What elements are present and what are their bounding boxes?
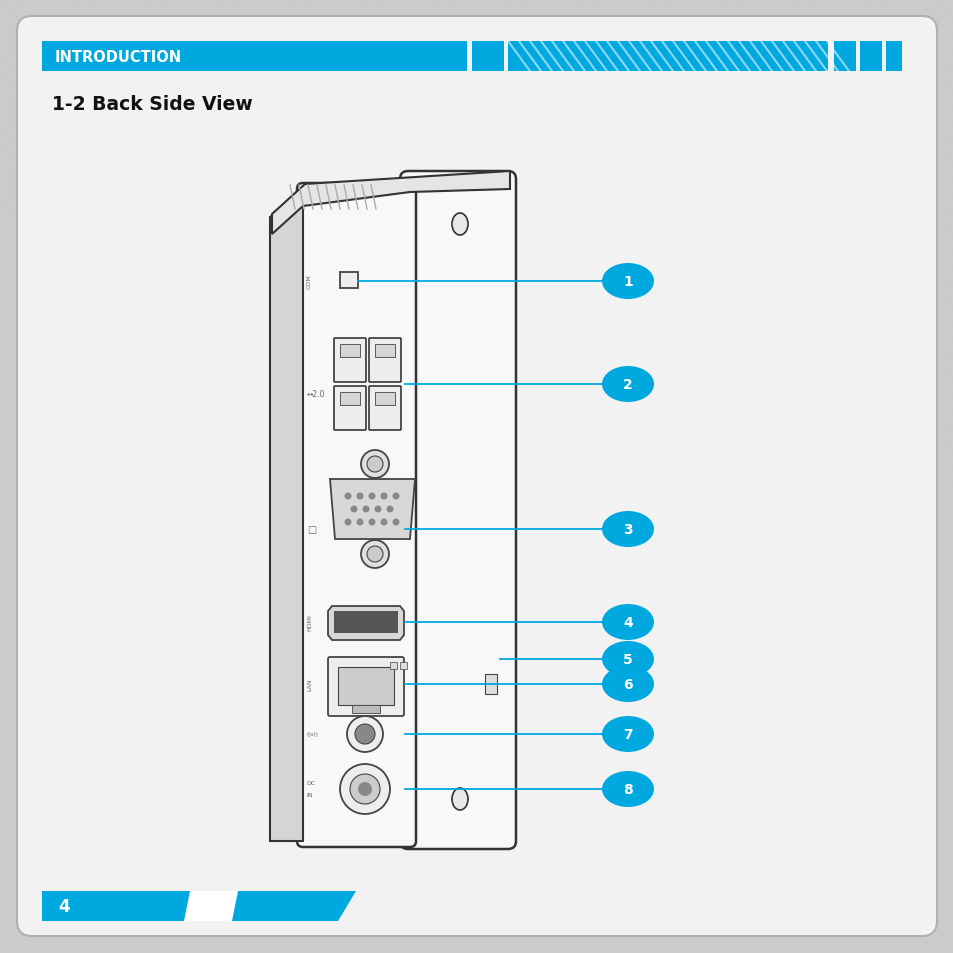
Polygon shape [337,891,355,921]
Circle shape [347,717,382,752]
Circle shape [368,493,375,500]
Text: 5: 5 [622,652,632,666]
Ellipse shape [601,604,654,640]
FancyBboxPatch shape [334,387,366,431]
Ellipse shape [601,512,654,547]
Bar [375,345,395,357]
Text: 1: 1 [622,274,632,289]
Circle shape [350,774,379,804]
Text: COM: COM [307,274,312,289]
Bar [339,273,357,289]
Bar [42,42,467,71]
Bar [885,42,901,71]
Text: 6: 6 [622,678,632,691]
Circle shape [380,493,387,500]
Circle shape [350,506,357,513]
FancyBboxPatch shape [399,172,516,849]
Circle shape [357,782,372,796]
Bar [399,662,407,669]
Text: ((o)): ((o)) [307,732,318,737]
Text: 4: 4 [622,616,632,629]
FancyBboxPatch shape [369,338,400,382]
Circle shape [368,519,375,526]
Circle shape [360,540,389,568]
Bar [375,393,395,406]
Circle shape [344,493,351,500]
Polygon shape [272,172,510,234]
Circle shape [339,764,390,814]
Text: IN: IN [306,793,313,798]
Polygon shape [184,891,208,921]
Bar [339,345,359,357]
Polygon shape [330,479,415,539]
Text: ↔2.0: ↔2.0 [307,390,325,399]
Circle shape [386,506,393,513]
Ellipse shape [601,717,654,752]
Bar [472,42,503,71]
Text: 4: 4 [58,897,70,915]
Ellipse shape [452,213,468,235]
Bar [339,393,359,406]
Text: □: □ [307,524,315,535]
FancyBboxPatch shape [369,387,400,431]
Ellipse shape [601,666,654,702]
Text: 1-2 Back Side View: 1-2 Back Side View [52,95,253,114]
Circle shape [344,519,351,526]
Bar [507,42,827,71]
Text: 3: 3 [622,522,632,537]
FancyBboxPatch shape [334,338,366,382]
Polygon shape [213,891,237,921]
FancyBboxPatch shape [17,17,936,936]
Bar [390,662,396,669]
Circle shape [392,493,399,500]
Bar [334,612,397,634]
Circle shape [380,519,387,526]
Bar [352,705,379,713]
Ellipse shape [601,641,654,678]
Circle shape [367,546,382,562]
FancyBboxPatch shape [328,658,403,717]
Bar [859,42,882,71]
Text: 7: 7 [622,727,632,741]
Ellipse shape [601,771,654,807]
Bar [833,42,855,71]
Ellipse shape [601,264,654,299]
Polygon shape [199,891,223,921]
Text: LAN: LAN [307,678,312,691]
Text: HDMI: HDMI [307,614,312,631]
Text: 8: 8 [622,782,632,796]
Bar [337,667,394,705]
Bar [42,891,242,921]
Bar [237,891,337,921]
Circle shape [360,451,389,478]
Circle shape [356,519,363,526]
Circle shape [375,506,381,513]
Polygon shape [270,192,303,841]
Circle shape [362,506,369,513]
Circle shape [367,456,382,473]
Ellipse shape [601,367,654,402]
Text: DC: DC [306,781,314,785]
Polygon shape [328,606,403,640]
FancyBboxPatch shape [296,184,416,847]
Circle shape [356,493,363,500]
Text: 2: 2 [622,377,632,392]
Circle shape [392,519,399,526]
Bar [484,675,497,695]
Circle shape [355,724,375,744]
Text: INTRODUCTION: INTRODUCTION [55,50,182,65]
Ellipse shape [452,788,468,810]
